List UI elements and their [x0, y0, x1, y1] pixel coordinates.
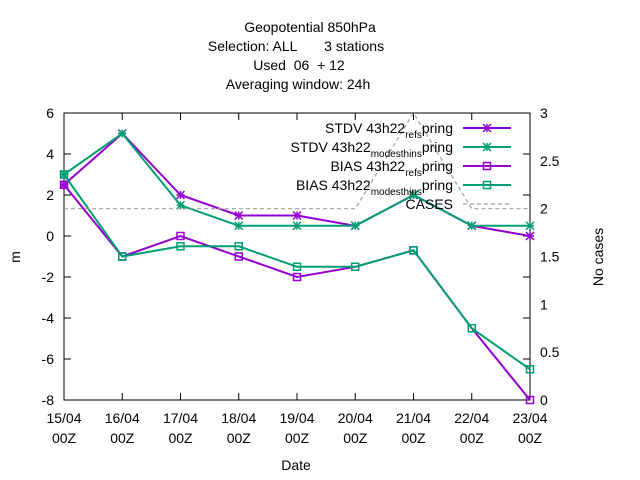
- y-tick-label: -2: [42, 269, 55, 285]
- chart-title-line-4: Averaging window: 24h: [226, 76, 371, 92]
- x-tick-label: 18/04: [221, 410, 256, 426]
- data-point: [118, 252, 127, 261]
- chart-title-line-1: Geopotential 850hPa: [244, 19, 376, 35]
- data-point: [292, 221, 302, 231]
- series-2: [59, 128, 535, 231]
- data-point: [408, 190, 419, 200]
- data-point: [234, 252, 243, 261]
- legend-item: STDV 43h22modesthinspring: [291, 139, 511, 160]
- x-tick-label-time: 00Z: [227, 430, 252, 446]
- y2-tick-label: 1.5: [540, 249, 560, 265]
- data-point: [175, 190, 186, 200]
- data-point: [525, 365, 535, 374]
- data-point: [117, 128, 127, 139]
- data-point: [482, 123, 492, 133]
- data-point: [467, 221, 477, 231]
- x-tick-label: 15/04: [46, 410, 81, 426]
- legend-item: BIAS 43h22modesthinspring: [296, 177, 511, 198]
- legend-item: STDV 43h22refspring: [325, 120, 511, 141]
- data-point: [482, 180, 492, 190]
- data-point: [525, 231, 535, 241]
- y-tick-label: 6: [46, 105, 54, 121]
- series-5: [64, 111, 530, 210]
- y2-tick-label: 0: [540, 392, 548, 408]
- data-point: [176, 231, 185, 241]
- data-point: [482, 161, 492, 171]
- data-point: [59, 180, 69, 189]
- data-point: [482, 142, 492, 152]
- y-tick-label: 4: [46, 146, 54, 162]
- x-tick-label-time: 00Z: [285, 430, 310, 446]
- x-tick-label-time: 00Z: [460, 430, 485, 446]
- legend-item: BIAS 43h22refspring: [330, 158, 511, 179]
- data-point: [292, 210, 302, 221]
- x-tick-label-time: 00Z: [168, 430, 193, 446]
- data-point: [234, 221, 244, 231]
- series-4: [59, 170, 535, 374]
- x-tick-label-time: 00Z: [343, 430, 368, 446]
- x-tick-label-time: 00Z: [518, 430, 543, 446]
- legend-label: STDV 43h22refspring: [325, 120, 453, 141]
- data-point: [409, 246, 418, 255]
- legend-item: CASES: [406, 196, 511, 212]
- x-tick-label: 22/04: [454, 410, 489, 426]
- y-tick-label: -4: [42, 310, 55, 326]
- y2-tick-label: 0.5: [540, 344, 560, 360]
- y2-axis-label: No cases: [590, 228, 606, 286]
- data-point: [467, 324, 476, 333]
- legend-label: BIAS 43h22refspring: [330, 158, 453, 179]
- x-axis-label: Date: [281, 457, 311, 473]
- y2-tick-label: 2.5: [540, 153, 560, 169]
- y-tick-label: -6: [42, 351, 55, 367]
- plot-frame: [63, 112, 531, 401]
- y-tick-label: -8: [42, 392, 55, 408]
- series-line: [64, 111, 530, 210]
- legend-label: STDV 43h22modesthinspring: [291, 139, 453, 160]
- data-point: [234, 210, 244, 221]
- data-point: [351, 262, 360, 271]
- x-tick-label: 16/04: [105, 410, 140, 426]
- y2-tick-label: 1: [540, 296, 548, 312]
- series-line: [63, 173, 531, 371]
- legend-label: CASES: [406, 196, 453, 212]
- data-point: [175, 200, 186, 210]
- x-tick-label-time: 00Z: [401, 430, 426, 446]
- data-point: [292, 262, 302, 271]
- chart-title-line-2: Selection: ALL 3 stations: [208, 38, 384, 54]
- data-point: [350, 221, 360, 231]
- y-axis-label: m: [7, 251, 23, 263]
- x-tick-label: 23/04: [512, 410, 547, 426]
- x-tick-label: 20/04: [338, 410, 373, 426]
- data-point: [525, 221, 535, 231]
- y2-tick-label: 2: [540, 201, 548, 217]
- x-tick-label: 21/04: [396, 410, 431, 426]
- y-tick-label: 0: [46, 228, 54, 244]
- chart-title-line-3: Used 06 + 12: [253, 57, 345, 73]
- data-point: [59, 170, 69, 179]
- legend-label: BIAS 43h22modesthinspring: [296, 177, 453, 198]
- data-point: [59, 180, 69, 190]
- x-tick-label: 17/04: [163, 410, 198, 426]
- x-tick-label-time: 00Z: [110, 430, 135, 446]
- x-tick-label-time: 00Z: [52, 430, 77, 446]
- y-tick-label: 2: [46, 187, 54, 203]
- y2-tick-label: 3: [540, 105, 548, 121]
- data-point: [176, 242, 185, 251]
- data-point: [292, 272, 302, 282]
- x-tick-label: 19/04: [279, 410, 314, 426]
- data-point: [525, 395, 535, 405]
- data-point: [234, 242, 243, 251]
